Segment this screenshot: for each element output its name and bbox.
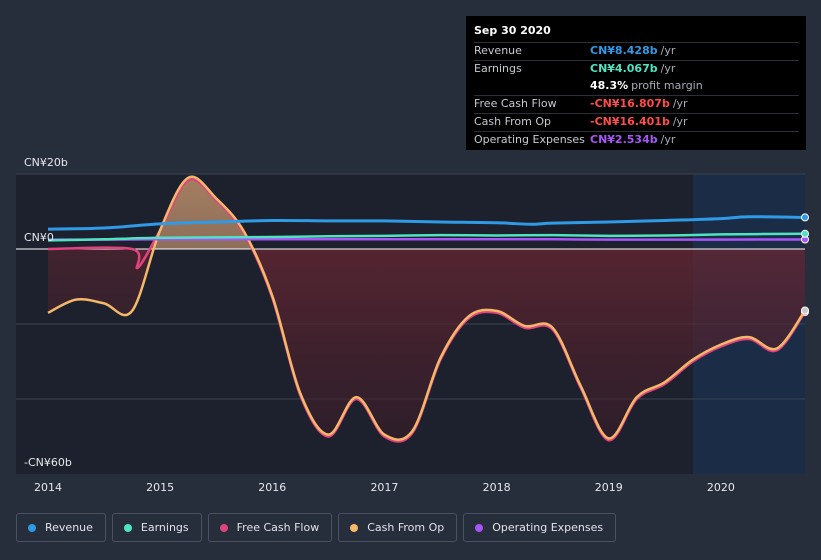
x-tick-label: 2014	[34, 481, 62, 494]
tooltip-row-label: Operating Expenses	[474, 133, 585, 146]
tooltip-row-value: -CN¥16.401b	[590, 115, 670, 128]
tooltip-row-unit: profit margin	[631, 79, 703, 92]
legend-label: Free Cash Flow	[236, 521, 320, 534]
x-tick-label: 2016	[258, 481, 286, 494]
tooltip-row-unit: /yr	[660, 133, 676, 146]
tooltip-row: Cash From Op -CN¥16.401b/yr	[474, 113, 799, 131]
legend-dot-icon	[123, 523, 132, 532]
legend-item-free-cash-flow[interactable]: Free Cash Flow	[207, 513, 333, 542]
earnings-line	[47, 232, 806, 242]
tooltip-date: Sep 30 2020	[474, 24, 551, 37]
tooltip-row-label: Cash From Op	[474, 115, 552, 128]
legend-label: Operating Expenses	[492, 521, 604, 534]
tooltip-row: Free Cash Flow -CN¥16.807b/yr	[474, 95, 799, 113]
legend-item-operating-expenses[interactable]: Operating Expenses	[463, 513, 617, 542]
tooltip-row-label	[474, 78, 590, 95]
financial-chart: CN¥20b CN¥0 -CN¥60b 2014 2015 2016 2017 2018 201…	[16, 156, 809, 494]
tooltip-row-label: Revenue	[474, 44, 522, 57]
revenue-end-point	[801, 213, 809, 222]
legend-label: Revenue	[45, 521, 93, 534]
legend-dot-icon	[219, 523, 228, 532]
x-tick-label: 2015	[146, 481, 174, 494]
y-label-bottom: -CN¥60b	[24, 456, 72, 469]
tooltip-row-unit: /yr	[672, 115, 688, 128]
tooltip-rows: Revenue CN¥8.428b/yr Earnings CN¥4.067b/yr 4…	[474, 42, 799, 149]
tooltip-row-value: CN¥8.428b	[590, 44, 658, 57]
x-tick-label: 2017	[370, 481, 398, 494]
legend-dot-icon	[28, 523, 36, 532]
legend-dot-icon	[350, 523, 359, 532]
legend-item-cash-from-op[interactable]: Cash From Op	[338, 513, 458, 542]
chart-legend: Revenue Earnings Free Cash Flow Cash From O…	[16, 513, 622, 542]
cash-from-op-line	[47, 175, 807, 441]
tooltip-row-unit: /yr	[672, 97, 688, 110]
tooltip-row: Operating Expenses CN¥2.534b/yr	[474, 131, 799, 149]
legend-label: Cash From Op	[367, 521, 445, 534]
tooltip-row-value: -CN¥16.807b	[590, 97, 670, 110]
tooltip-row-unit: /yr	[660, 44, 676, 57]
revenue-line	[47, 215, 806, 231]
tooltip-row-label: Free Cash Flow	[474, 97, 557, 110]
earnings-end-point	[801, 229, 809, 238]
y-label-top: CN¥20b	[24, 156, 68, 169]
legend-item-revenue[interactable]: Revenue	[16, 513, 106, 542]
tooltip-row: Revenue CN¥8.428b/yr	[474, 42, 799, 60]
x-tick-label: 2018	[483, 481, 511, 494]
legend-item-earnings[interactable]: Earnings	[111, 513, 202, 542]
cash-from-op-end-point	[801, 306, 809, 315]
tooltip-row-unit: /yr	[660, 62, 676, 75]
legend-dot-icon	[475, 523, 484, 532]
tooltip-row-value: CN¥4.067b	[590, 62, 658, 75]
y-label-zero: CN¥0	[24, 231, 54, 244]
cash-from-op-area-positive	[48, 176, 805, 249]
x-tick-label: 2020	[707, 481, 735, 494]
tooltip-row-label: Earnings	[474, 62, 522, 75]
cash-from-op-area-negative	[48, 249, 805, 440]
tooltip-row-value: CN¥2.534b	[590, 133, 658, 146]
data-tooltip: Sep 30 2020 Revenue CN¥8.428b/yr Earnings C…	[466, 16, 806, 150]
tooltip-row: Earnings CN¥4.067b/yr	[474, 60, 799, 78]
x-tick-label: 2019	[595, 481, 623, 494]
tooltip-row: 48.3% profit margin	[474, 78, 799, 95]
tooltip-row-value: 48.3%	[590, 79, 629, 92]
legend-label: Earnings	[140, 521, 189, 534]
